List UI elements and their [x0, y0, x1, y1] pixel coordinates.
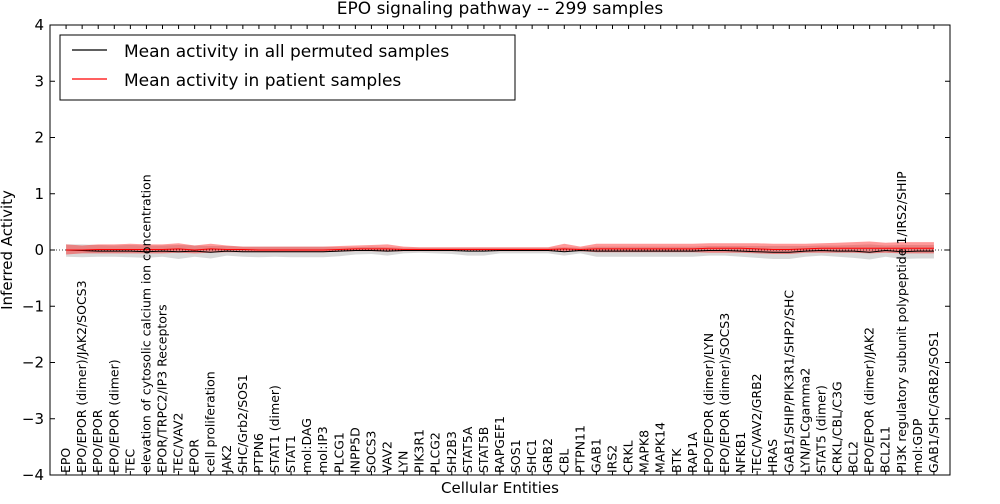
- y-tick-label: 2: [34, 129, 44, 147]
- x-tick-label: SOCS3: [363, 431, 378, 473]
- x-tick-label: GAB1/SHIP/PIK3R1/SHP2/SHC: [781, 290, 796, 473]
- x-tick-label: cell proliferation: [203, 371, 218, 473]
- x-tick-label: EPOR/TRPC2/IP3 Receptors: [155, 304, 170, 473]
- x-tick-label: mol:DAG: [299, 418, 314, 473]
- x-tick-label: EPO/EPOR (dimer)/SOCS3: [717, 313, 732, 473]
- x-tick-label: TEC/VAV2/GRB2: [749, 373, 764, 474]
- x-tick-label: CRKL: [621, 440, 636, 473]
- x-axis-label: Cellular Entities: [441, 479, 559, 497]
- x-tick-label: EPO/EPOR (dimer)/JAK2: [862, 327, 877, 473]
- legend-label-permuted: Mean activity in all permuted samples: [124, 42, 449, 62]
- x-tick-label: EPO/EPOR (dimer)/JAK2/SOCS3: [74, 280, 89, 473]
- x-tick-label: MAPK8: [637, 430, 652, 473]
- x-tick-label: GAB1: [588, 438, 603, 473]
- legend-frame: [59, 34, 516, 101]
- y-tick-label: 1: [34, 185, 44, 203]
- x-tick-label: CBL: [556, 449, 571, 473]
- legend: Mean activity in all permuted samples Me…: [59, 34, 516, 101]
- x-tick-label: EPO/EPOR: [90, 409, 105, 473]
- x-tick-label: SHC/Grb2/SOS1: [235, 374, 250, 473]
- x-tick-label: INPP5D: [347, 427, 362, 473]
- x-tick-label: EPO/EPOR (dimer)/LYN: [701, 333, 716, 473]
- x-tick-label: NFKB1: [733, 432, 748, 473]
- x-tick-label: GAB1/SHC/GRB2/SOS1: [926, 331, 941, 473]
- y-tick-label: 3: [34, 72, 44, 90]
- legend-label-patient: Mean activity in patient samples: [124, 71, 401, 91]
- axes: −4 −3 −2 −1 0 1 2 3 4 EPO EPO/EPOR (dimer)/JAK2/SO…: [22, 16, 951, 484]
- x-tick-label: LYN/PLCgamma2: [797, 368, 812, 473]
- x-tick-label: BCL2L1: [878, 426, 893, 473]
- x-tick-label: GRB2: [540, 438, 555, 473]
- x-tick-label: EPOR: [187, 439, 202, 473]
- x-tick-label: IRS2: [605, 445, 620, 473]
- x-tick-label: MAPK14: [653, 422, 668, 473]
- x-tick-label: BCL2: [846, 441, 861, 473]
- x-tick-label: mol:GDP: [910, 418, 925, 473]
- x-tick-label: mol:IP3: [315, 426, 330, 473]
- x-tick-label: CRKL/CBL/C3G: [830, 381, 845, 473]
- y-tick-label: −2: [22, 354, 44, 372]
- x-tick-label: STAT5 (dimer): [813, 385, 828, 473]
- series-line-0: [66, 249, 934, 253]
- x-tick-label: STAT5A: [460, 426, 475, 473]
- y-tick-label: −3: [22, 410, 44, 428]
- y-axis-label: Inferred Activity: [0, 190, 16, 310]
- x-tick-label: BTK: [669, 448, 684, 473]
- x-tick-label: LYN: [396, 451, 411, 473]
- x-tick-label: STAT5B: [476, 427, 491, 473]
- x-tick-label: EPO: [58, 448, 73, 473]
- x-tick-label: RAPGEF1: [492, 416, 507, 473]
- y-tick-label: −1: [22, 297, 44, 315]
- x-tick-label: TEC: [122, 448, 137, 474]
- plot-area: [50, 241, 950, 260]
- x-tick-label: PTPN11: [572, 425, 587, 473]
- chart-title: EPO signaling pathway -- 299 samples: [337, 0, 664, 19]
- x-tick-label: STAT1: [283, 435, 298, 473]
- x-tick-label: SHC1: [524, 439, 539, 473]
- y-tick-label: 0: [34, 241, 44, 259]
- x-tick-label: PTPN6: [251, 433, 266, 473]
- x-tick-label: SH2B3: [444, 431, 459, 473]
- x-tick-label: SOS1: [508, 439, 523, 473]
- x-tick-label: elevation of cytosolic calcium ion conce…: [138, 174, 153, 473]
- series-line-1: [66, 247, 934, 251]
- x-tick-label: VAV2: [380, 441, 395, 473]
- x-tick-label: STAT1 (dimer): [267, 385, 282, 473]
- x-tick-label: EPO/EPOR (dimer): [106, 359, 121, 473]
- x-tick-label: PIK3R1: [412, 429, 427, 473]
- x-tick-label: PLCG2: [428, 432, 443, 473]
- x-tick-label: RAP1A: [685, 432, 700, 473]
- x-tick-label: HRAS: [765, 439, 780, 473]
- x-tick-label: PI3K regulatory subunit polypeptide 1/IR…: [894, 171, 909, 473]
- x-tick-label: PLCG1: [331, 432, 346, 473]
- y-tick-label: 4: [34, 16, 44, 34]
- x-tick-label: TEC/VAV2: [171, 413, 186, 474]
- y-tick-label: −4: [22, 466, 44, 484]
- x-tick-label: JAK2: [219, 445, 234, 474]
